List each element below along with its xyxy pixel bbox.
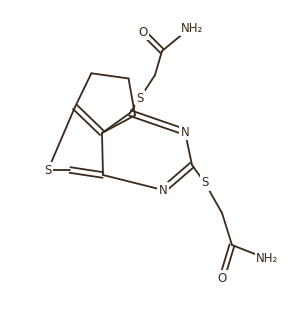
Text: S: S: [201, 177, 209, 189]
Text: O: O: [138, 26, 148, 38]
Text: NH₂: NH₂: [181, 22, 203, 35]
Text: N: N: [181, 125, 189, 139]
Text: S: S: [136, 91, 144, 105]
Text: N: N: [159, 183, 167, 197]
Text: NH₂: NH₂: [256, 251, 278, 265]
Text: O: O: [217, 271, 227, 285]
Text: S: S: [44, 163, 52, 177]
